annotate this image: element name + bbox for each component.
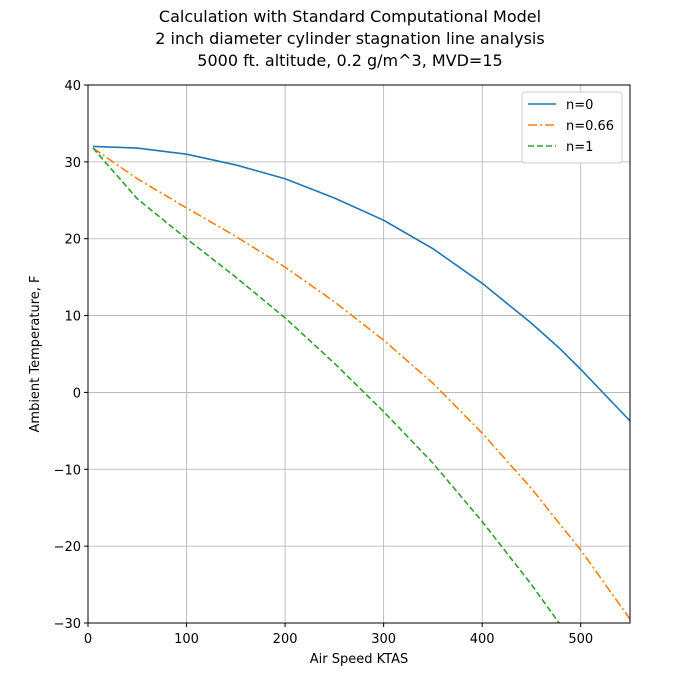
x-axis-label: Air Speed KTAS (310, 652, 408, 667)
chart-title: 2 inch diameter cylinder stagnation line… (155, 29, 544, 48)
y-tick-label: −10 (54, 463, 81, 478)
x-tick-label: 400 (470, 632, 495, 647)
y-tick-label: 10 (64, 310, 81, 325)
chart-title: 5000 ft. altitude, 0.2 g/m^3, MVD=15 (197, 51, 502, 70)
y-tick-label: 0 (73, 386, 81, 401)
x-tick-label: 200 (273, 632, 298, 647)
y-tick-label: −20 (54, 540, 81, 555)
chart-title: Calculation with Standard Computational … (159, 7, 541, 26)
x-tick-label: 500 (568, 632, 593, 647)
x-tick-label: 100 (174, 632, 199, 647)
y-tick-label: 40 (64, 79, 81, 94)
legend-label: n=1 (566, 140, 593, 155)
x-tick-label: 0 (84, 632, 92, 647)
series-line (92, 147, 630, 620)
series-line (92, 147, 560, 623)
y-tick-label: 20 (64, 233, 81, 248)
series-line (92, 145, 630, 422)
y-tick-label: 30 (64, 156, 81, 171)
plot-frame (87, 84, 631, 624)
legend-label: n=0 (566, 98, 593, 113)
y-tick-label: −30 (54, 617, 81, 632)
x-tick-label: 300 (371, 632, 396, 647)
legend-label: n=0.66 (566, 119, 614, 134)
y-axis-label: Ambient Temperature, F (28, 276, 43, 433)
